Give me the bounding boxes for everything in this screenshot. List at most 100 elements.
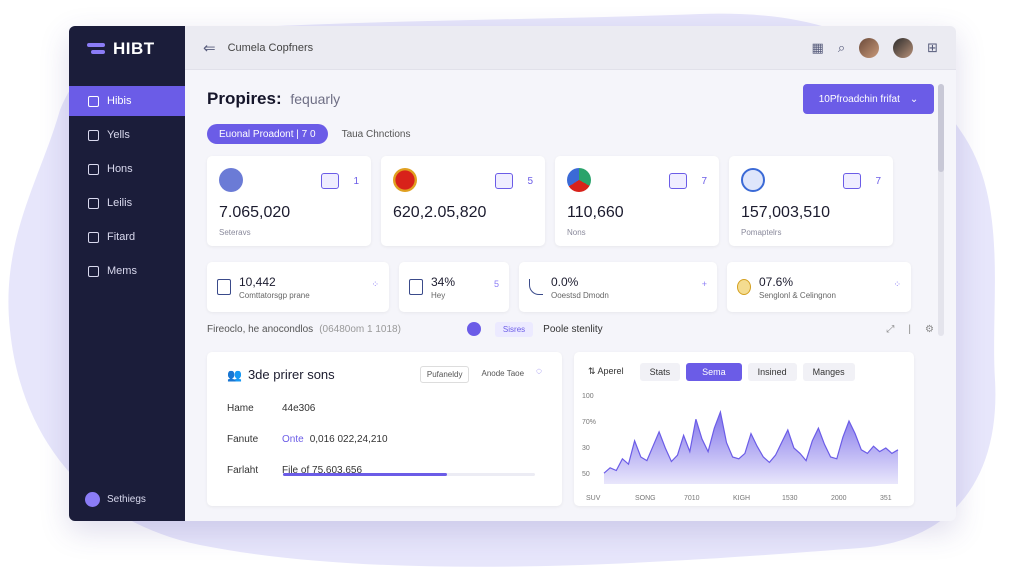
dots-icon: ⁘: [893, 279, 901, 289]
card-icon: [88, 231, 99, 243]
detail-value: File of 75,603,656: [282, 465, 362, 476]
expand-icon[interactable]: ⤢: [886, 323, 895, 335]
back-arrow-icon[interactable]: ⇐: [203, 39, 216, 57]
series-line: [603, 409, 899, 474]
sidebar-item-fitard[interactable]: Fitard: [69, 222, 185, 252]
kpi-value: 34%: [431, 274, 456, 289]
tab-aperel[interactable]: ⇅ Aperel: [588, 362, 634, 381]
kpi-badge: +: [701, 279, 707, 289]
stat-tag: 5: [495, 173, 533, 189]
topbar-title: Cumela Copfners: [227, 41, 314, 54]
logo-icon: [87, 43, 107, 55]
kpi-label: Comttatorsgp prane: [239, 290, 310, 300]
tool-button[interactable]: Pufaneldy: [419, 366, 470, 383]
detail-highlight[interactable]: Onte: [282, 434, 304, 445]
grid-icon[interactable]: ▦: [811, 39, 824, 55]
stat-tag: 7: [669, 173, 707, 189]
phone-icon: [409, 279, 423, 295]
sidebar-item-mems[interactable]: Mems: [69, 256, 185, 286]
filter-pill[interactable]: Euonal Proadont | 7 0: [207, 124, 328, 144]
kpi-card[interactable]: 0.0% Ooestsd Dmodn +: [519, 262, 717, 312]
status-dot-icon[interactable]: [466, 322, 481, 336]
stat-card[interactable]: 5 620,2.05,820: [381, 156, 545, 246]
section-tag[interactable]: Sisres: [494, 321, 534, 337]
kpi-badge: 5: [493, 279, 499, 289]
chart-card: ⇅ Aperel Stats Sema Insined Manges 100 70…: [574, 352, 914, 506]
filter-icon: ⇅: [588, 366, 598, 376]
detail-key: Fanute: [227, 434, 259, 445]
settings-icon[interactable]: ⚙: [925, 323, 934, 335]
doc-icon: [88, 163, 99, 175]
apps-icon[interactable]: ⊞: [927, 39, 938, 55]
avatar[interactable]: [859, 37, 880, 58]
stat-card[interactable]: 7 110,660 Nons: [555, 156, 719, 246]
y-tick-label: 50: [582, 471, 590, 478]
sidebar-item-yells[interactable]: Yells: [69, 120, 185, 150]
dots-icon: ⁘: [371, 279, 379, 289]
kpi-label: Hey: [431, 290, 446, 300]
stat-tag: 7: [843, 173, 881, 189]
details-tools: Pufaneldy Anode Taoe ◌: [419, 366, 542, 383]
avatar[interactable]: [893, 37, 914, 58]
kpi-card[interactable]: 10,442 Comttatorsgp prane ⁘: [207, 262, 389, 312]
sidebar-item-leilis[interactable]: Leilis: [69, 188, 185, 218]
filter-bar: Euonal Proadont | 7 0 Taua Chnctions: [207, 124, 934, 144]
gauge-icon: [88, 197, 99, 209]
detail-key: Hame: [227, 403, 254, 414]
scrollbar[interactable]: [938, 84, 944, 336]
tool-button[interactable]: Anode Taoe: [481, 369, 525, 378]
detail-row: Hame 44e306: [227, 403, 542, 414]
phone-icon: [529, 279, 543, 295]
details-card: 👥 3de prirer sons Pufaneldy Anode Taoe ◌…: [207, 352, 562, 506]
brand[interactable]: HIBT: [69, 26, 185, 72]
primary-action-button[interactable]: 10Pfroadchin frifat ⌄: [803, 84, 934, 114]
chart-icon: [88, 129, 99, 141]
stat-tag-value: 5: [527, 175, 533, 187]
stat-card[interactable]: 7 157,003,510 Pomaptelrs: [729, 156, 893, 246]
app-window: HIBT Hibis Yells Hons Leilis Fitard: [69, 26, 956, 521]
kpi-card[interactable]: 07.6% Senglonl & Celingnon ⁘: [727, 262, 911, 312]
section-bar: Fireoclo, he anocondlos (06480om 1 1018)…: [207, 312, 934, 346]
page-title: Propires: fequarly: [207, 89, 340, 109]
sidebar-item-hons[interactable]: Hons: [69, 154, 185, 184]
x-tick-label: KIGH: [733, 495, 750, 502]
page-subtitle: fequarly: [290, 91, 341, 107]
sidebar-settings[interactable]: Sethiegs: [85, 492, 146, 507]
stat-value: 620,2.05,820: [393, 204, 487, 221]
section-text: Poole stenlity: [543, 323, 603, 335]
filter-link[interactable]: Taua Chnctions: [341, 128, 411, 140]
page-header: Propires: fequarly 10Pfroadchin frifat ⌄: [207, 70, 934, 128]
tab-sema[interactable]: Sema: [686, 362, 742, 381]
progress-bar: [283, 473, 535, 476]
search-icon[interactable]: ⌕: [837, 39, 846, 55]
details-title: 3de prirer sons: [247, 367, 335, 382]
stat-avatar: [567, 168, 591, 192]
x-tick-label: 2000: [831, 495, 847, 502]
settings-label: Sethiegs: [107, 494, 146, 505]
stat-card[interactable]: 1 7.065,020 Seteravs: [207, 156, 371, 246]
bottom-panels: 👥 3de prirer sons Pufaneldy Anode Taoe ◌…: [207, 352, 934, 506]
chart-tabs: ⇅ Aperel Stats Sema Insined Manges: [588, 362, 900, 381]
stat-cards: 1 7.065,020 Seteravs 5 620,2.05,820: [207, 156, 934, 246]
kpi-card[interactable]: 34% Hey 5: [399, 262, 509, 312]
content: Propires: fequarly 10Pfroadchin frifat ⌄…: [185, 70, 956, 506]
sidebar-item-hibis[interactable]: Hibis: [69, 86, 185, 116]
x-tick-label: SONG: [635, 495, 656, 502]
sidebar-item-label: Hons: [107, 163, 133, 175]
stat-value: 110,660: [567, 204, 624, 221]
tab-manges[interactable]: Manges: [802, 362, 855, 381]
sidebar-item-label: Hibis: [107, 95, 132, 107]
detail-key: Farlaht: [227, 465, 259, 476]
tab-insined[interactable]: Insined: [747, 362, 797, 381]
scrollbar-thumb[interactable]: [938, 84, 944, 172]
topbar: ⇐ Cumela Copfners ▦ ⌕ ⊞: [185, 26, 956, 70]
monitor-icon: [321, 173, 340, 189]
stat-label: Seteravs: [219, 228, 251, 237]
stat-tag-value: 7: [875, 175, 881, 187]
table-icon: [88, 95, 99, 107]
stat-tag-value: 1: [353, 175, 359, 187]
detail-value: 44e306: [282, 403, 315, 414]
info-icon[interactable]: ◌: [536, 366, 542, 377]
stat-tag: 1: [321, 173, 359, 189]
tab-stats[interactable]: Stats: [639, 362, 681, 381]
